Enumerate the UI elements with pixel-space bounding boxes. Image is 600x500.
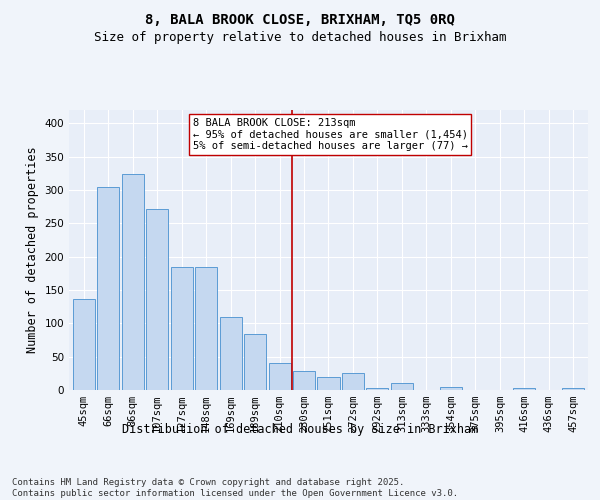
Bar xyxy=(367,388,388,390)
Bar xyxy=(514,388,535,390)
Bar xyxy=(220,316,242,390)
Bar xyxy=(391,384,413,390)
Text: Contains HM Land Registry data © Crown copyright and database right 2025.
Contai: Contains HM Land Registry data © Crown c… xyxy=(12,478,458,498)
Bar xyxy=(195,266,217,390)
Bar xyxy=(293,370,315,390)
Bar xyxy=(122,174,143,390)
Bar xyxy=(342,374,364,390)
Bar xyxy=(244,334,266,390)
Bar xyxy=(440,386,462,390)
Bar xyxy=(97,186,119,390)
Bar xyxy=(269,364,290,390)
Bar xyxy=(73,298,95,390)
Text: Size of property relative to detached houses in Brixham: Size of property relative to detached ho… xyxy=(94,31,506,44)
Y-axis label: Number of detached properties: Number of detached properties xyxy=(26,146,39,354)
Text: Distribution of detached houses by size in Brixham: Distribution of detached houses by size … xyxy=(122,422,478,436)
Bar xyxy=(146,210,168,390)
Bar xyxy=(562,388,584,390)
Bar xyxy=(317,378,340,390)
Text: 8, BALA BROOK CLOSE, BRIXHAM, TQ5 0RQ: 8, BALA BROOK CLOSE, BRIXHAM, TQ5 0RQ xyxy=(145,12,455,26)
Bar xyxy=(170,266,193,390)
Text: 8 BALA BROOK CLOSE: 213sqm
← 95% of detached houses are smaller (1,454)
5% of se: 8 BALA BROOK CLOSE: 213sqm ← 95% of deta… xyxy=(193,118,467,151)
